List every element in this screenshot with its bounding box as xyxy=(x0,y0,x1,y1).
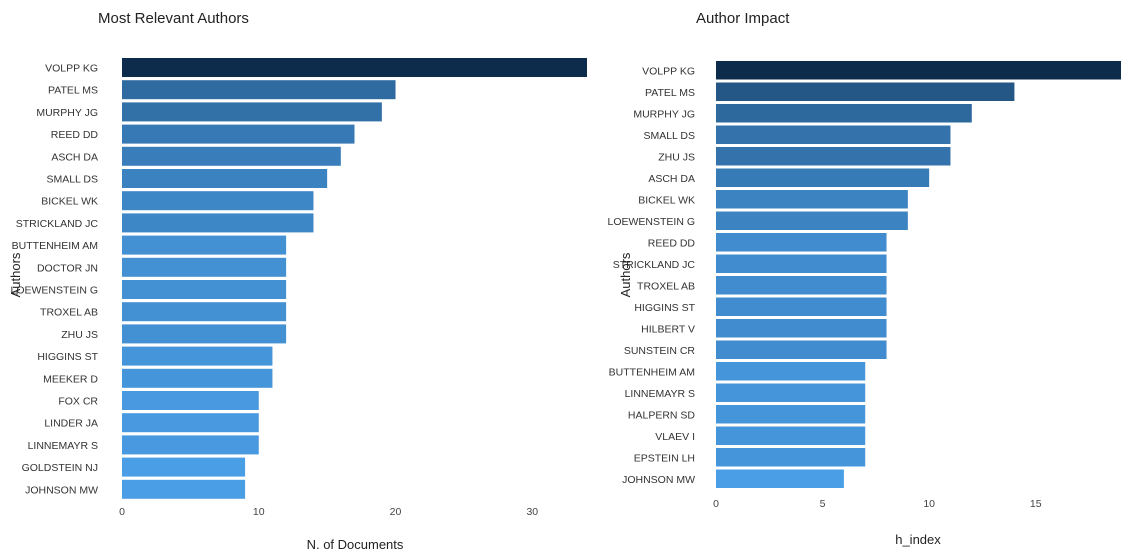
bar xyxy=(716,383,866,402)
category-label: FOX CR xyxy=(58,396,98,408)
bar xyxy=(122,413,259,433)
category-label: STRICKLAND JC xyxy=(16,218,99,230)
category-label: GOLDSTEIN NJ xyxy=(22,462,98,474)
bar xyxy=(122,302,287,322)
category-label: SMALL DS xyxy=(46,174,98,186)
category-label: REED DD xyxy=(51,129,99,141)
bar xyxy=(716,448,866,467)
x-tick-label: 5 xyxy=(820,498,826,510)
bar xyxy=(716,276,887,295)
chart-2: Author Impact VOLPP KG PATEL MS MURPHY JG SM… xyxy=(607,10,1121,547)
category-label: HILBERT V xyxy=(641,323,695,335)
category-label: VLAEV I xyxy=(655,431,695,443)
category-label: HIGGINS ST xyxy=(37,351,98,363)
bar xyxy=(716,168,930,187)
bar xyxy=(716,211,908,230)
y-axis-title: Authors xyxy=(618,252,633,297)
chart-1: Most Relevant Authors VOLPP KG PATEL MS MUR… xyxy=(8,10,587,552)
bar xyxy=(122,58,587,77)
category-label: PATEL MS xyxy=(48,85,98,97)
category-label: BICKEL WK xyxy=(41,196,98,208)
category-label: HALPERN SD xyxy=(628,409,696,421)
category-label: ZHU JS xyxy=(658,151,695,163)
category-label: LINDER JA xyxy=(44,418,98,430)
bar xyxy=(122,169,328,188)
bar xyxy=(716,254,887,273)
bar xyxy=(716,340,887,359)
category-label: MEEKER D xyxy=(43,373,98,385)
category-label: BUTTENHEIM AM xyxy=(12,240,98,252)
bar xyxy=(122,235,287,255)
category-label: VOLPP KG xyxy=(45,63,98,75)
category-label: VOLPP KG xyxy=(642,65,695,77)
x-tick-label: 10 xyxy=(923,498,935,510)
bar xyxy=(122,435,259,455)
category-label: SUNSTEIN CR xyxy=(624,345,696,357)
x-tick-label: 30 xyxy=(526,506,538,518)
bar xyxy=(716,82,1015,101)
x-tick-label: 15 xyxy=(1030,498,1042,510)
x-tick-label: 20 xyxy=(390,506,402,518)
bar xyxy=(716,469,844,488)
bar xyxy=(716,125,951,144)
bar xyxy=(122,257,287,277)
bar xyxy=(716,104,972,123)
category-label: MURPHY JG xyxy=(36,107,98,119)
bar xyxy=(716,362,866,381)
x-tick-label: 10 xyxy=(253,506,265,518)
bar xyxy=(122,479,246,499)
category-label: BICKEL WK xyxy=(638,194,695,206)
bar xyxy=(716,319,887,338)
bar xyxy=(122,280,287,299)
category-label: REED DD xyxy=(648,237,696,249)
category-label: ZHU JS xyxy=(61,329,98,341)
bar xyxy=(122,213,314,233)
bar xyxy=(716,297,887,316)
category-label: LOEWENSTEIN G xyxy=(607,216,695,228)
y-axis-title: Authors xyxy=(8,252,23,297)
bar xyxy=(716,147,951,166)
bar xyxy=(122,324,287,344)
chart-title: Most Relevant Authors xyxy=(98,10,249,27)
bar xyxy=(716,233,887,252)
category-label: LINNEMAYR S xyxy=(625,388,695,400)
bar xyxy=(716,190,908,209)
bar xyxy=(122,102,382,122)
x-axis-title: h_index xyxy=(895,532,941,547)
category-label: EPSTEIN LH xyxy=(634,452,695,464)
category-label: PATEL MS xyxy=(645,87,695,99)
bar xyxy=(122,124,355,144)
x-axis-title: N. of Documents xyxy=(307,537,404,552)
bar xyxy=(122,368,273,388)
category-label: LINNEMAYR S xyxy=(28,440,98,452)
bar xyxy=(716,405,866,424)
bar xyxy=(716,61,1121,80)
x-tick-label: 0 xyxy=(119,506,125,518)
category-label: ASCH DA xyxy=(648,173,695,185)
category-label: JOHNSON MW xyxy=(622,474,695,486)
category-label: BUTTENHEIM AM xyxy=(609,366,695,378)
category-label: HIGGINS ST xyxy=(634,302,695,314)
category-label: SMALL DS xyxy=(643,130,695,142)
bar xyxy=(122,391,259,410)
bar xyxy=(122,191,314,211)
bar xyxy=(122,146,341,166)
category-label: STRICKLAND JC xyxy=(613,259,696,271)
bar xyxy=(122,80,396,100)
category-label: MURPHY JG xyxy=(633,108,695,120)
category-label: DOCTOR JN xyxy=(37,262,98,274)
bar xyxy=(122,346,273,366)
category-label: LOEWENSTEIN G xyxy=(10,285,98,297)
category-label: ASCH DA xyxy=(51,151,98,163)
bar xyxy=(122,457,246,477)
category-label: TROXEL AB xyxy=(637,280,695,292)
category-label: JOHNSON MW xyxy=(25,484,98,496)
x-tick-label: 0 xyxy=(713,498,719,510)
category-label: TROXEL AB xyxy=(40,307,98,319)
bar xyxy=(716,426,866,445)
chart-title: Author Impact xyxy=(696,10,790,27)
